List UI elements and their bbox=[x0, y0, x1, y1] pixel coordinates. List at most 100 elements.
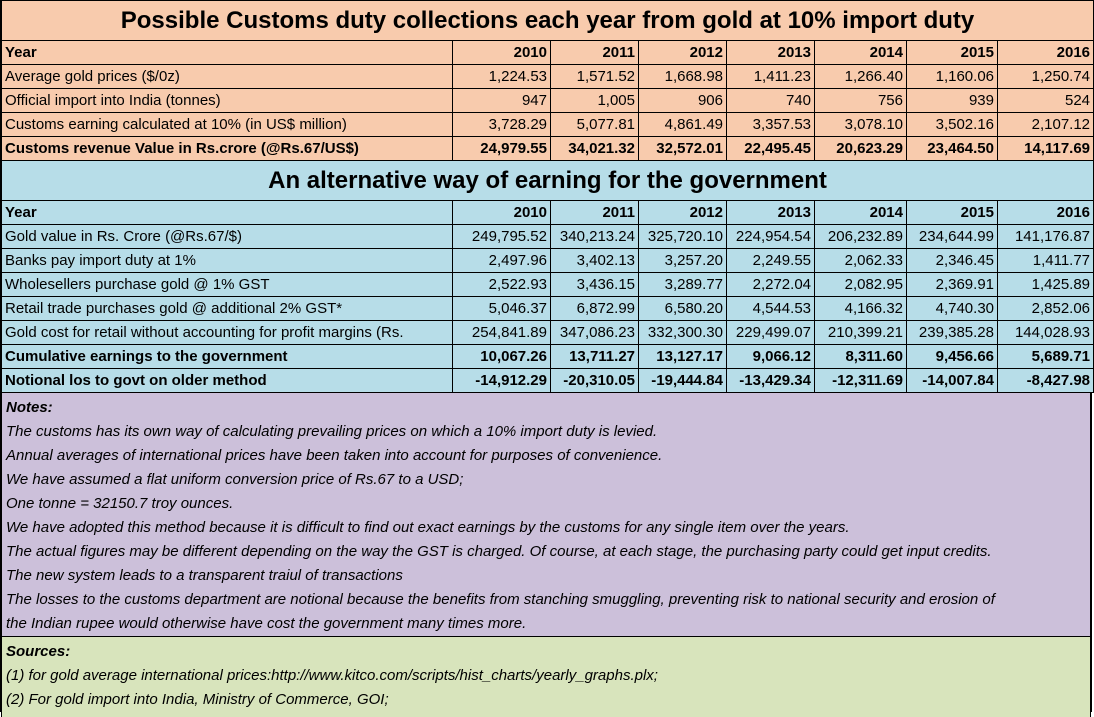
table-cell: -12,311.69 bbox=[814, 368, 907, 393]
year-header: 2014 bbox=[814, 200, 907, 225]
table-cell: 3,357.53 bbox=[726, 112, 815, 137]
table-row-total: Notional los to govt on older method -14… bbox=[1, 368, 1094, 393]
table-cell: 239,385.28 bbox=[906, 320, 998, 345]
table-cell: 4,740.30 bbox=[906, 296, 998, 321]
year-label: Year bbox=[1, 40, 453, 65]
table-cell: 939 bbox=[906, 88, 998, 113]
table-cell: 1,250.74 bbox=[996, 64, 1094, 89]
table-cell: 947 bbox=[452, 88, 551, 113]
year-header: 2016 bbox=[996, 200, 1094, 225]
table-cell: 34,021.32 bbox=[550, 136, 639, 161]
table-cell: -8,427.98 bbox=[996, 368, 1094, 393]
table-cell: 32,572.01 bbox=[638, 136, 727, 161]
table-cell: 1,668.98 bbox=[638, 64, 727, 89]
table-cell: 229,499.07 bbox=[726, 320, 815, 345]
table2-title: An alternative way of earning for the go… bbox=[0, 160, 1094, 201]
table-cell: 2,369.91 bbox=[906, 272, 998, 297]
table-cell: 756 bbox=[814, 88, 907, 113]
table-cell: 1,224.53 bbox=[452, 64, 551, 89]
table-cell: 234,644.99 bbox=[906, 224, 998, 249]
source-line: (1) for gold average international price… bbox=[6, 667, 658, 684]
table-cell: 3,289.77 bbox=[638, 272, 727, 297]
table-cell: 1,266.40 bbox=[814, 64, 907, 89]
table-cell: 9,066.12 bbox=[726, 344, 815, 369]
table-row: Customs earning calculated at 10% (in US… bbox=[1, 112, 1094, 137]
table-cell: 5,046.37 bbox=[452, 296, 551, 321]
year-header: 2010 bbox=[452, 200, 551, 225]
table-cell: 2,249.55 bbox=[726, 248, 815, 273]
year-header: 2013 bbox=[726, 200, 815, 225]
note-line: Annual averages of international prices … bbox=[6, 447, 663, 464]
table-cell: 1,005 bbox=[550, 88, 639, 113]
table-cell: 22,495.45 bbox=[726, 136, 815, 161]
note-line: The new system leads to a transparent tr… bbox=[6, 567, 403, 584]
table-cell: -20,310.05 bbox=[550, 368, 639, 393]
year-label: Year bbox=[1, 200, 453, 225]
row-label: Cumulative earnings to the government bbox=[1, 344, 453, 369]
table-cell: 3,436.15 bbox=[550, 272, 639, 297]
table-cell: 1,425.89 bbox=[996, 272, 1094, 297]
row-label: Retail trade purchases gold @ additional… bbox=[1, 296, 453, 321]
row-label: Banks pay import duty at 1% bbox=[1, 248, 453, 273]
table2-header-row: Year 2010 2011 2012 2013 2014 2015 2016 bbox=[1, 200, 1094, 225]
year-header: 2012 bbox=[638, 200, 727, 225]
table-cell: 2,346.45 bbox=[906, 248, 998, 273]
table-row-total: Cumulative earnings to the government 10… bbox=[1, 344, 1094, 369]
year-header: 2012 bbox=[638, 40, 727, 65]
table-cell: 1,571.52 bbox=[550, 64, 639, 89]
row-label: Notional los to govt on older method bbox=[1, 368, 453, 393]
table-cell: 5,077.81 bbox=[550, 112, 639, 137]
table-cell: 2,082.95 bbox=[814, 272, 907, 297]
table-cell: 2,522.93 bbox=[452, 272, 551, 297]
year-header: 2010 bbox=[452, 40, 551, 65]
table-cell: 1,411.77 bbox=[996, 248, 1094, 273]
notes-section: Notes: The customs has its own way of ca… bbox=[1, 393, 1091, 637]
year-header: 2014 bbox=[814, 40, 907, 65]
table-cell: 524 bbox=[996, 88, 1094, 113]
table-cell: 740 bbox=[726, 88, 815, 113]
table-row: Gold value in Rs. Crore (@Rs.67/$) 249,7… bbox=[1, 224, 1094, 249]
year-header: 2015 bbox=[906, 200, 998, 225]
year-header: 2011 bbox=[550, 200, 639, 225]
table-row: Gold cost for retail without accounting … bbox=[1, 320, 1094, 345]
note-line: We have adopted this method because it i… bbox=[6, 519, 850, 536]
table-cell: 24,979.55 bbox=[452, 136, 551, 161]
row-label: Official import into India (tonnes) bbox=[1, 88, 453, 113]
note-line: The actual figures may be different depe… bbox=[6, 543, 992, 560]
table-cell: 144,028.93 bbox=[996, 320, 1094, 345]
table-cell: 340,213.24 bbox=[550, 224, 639, 249]
table-cell: 8,311.60 bbox=[814, 344, 907, 369]
table-cell: 1,160.06 bbox=[906, 64, 998, 89]
row-label: Customs revenue Value in Rs.crore (@Rs.6… bbox=[1, 136, 453, 161]
table-row-total: Customs revenue Value in Rs.crore (@Rs.6… bbox=[1, 136, 1094, 161]
table-cell: 2,107.12 bbox=[996, 112, 1094, 137]
table-cell: 210,399.21 bbox=[814, 320, 907, 345]
row-label: Average gold prices ($/0z) bbox=[1, 64, 453, 89]
sources-heading: Sources: bbox=[6, 643, 71, 660]
table-cell: 206,232.89 bbox=[814, 224, 907, 249]
customs-duty-table: Possible Customs duty collections each y… bbox=[0, 0, 1094, 393]
table-row: Wholesellers purchase gold @ 1% GST 2,52… bbox=[1, 272, 1094, 297]
table-cell: 6,872.99 bbox=[550, 296, 639, 321]
table-cell: 1,411.23 bbox=[726, 64, 815, 89]
table-cell: 4,861.49 bbox=[638, 112, 727, 137]
table-cell: 10,067.26 bbox=[452, 344, 551, 369]
row-label: Wholesellers purchase gold @ 1% GST bbox=[1, 272, 453, 297]
table-cell: 2,497.96 bbox=[452, 248, 551, 273]
note-line: The customs has its own way of calculati… bbox=[6, 423, 658, 440]
table-cell: 23,464.50 bbox=[906, 136, 998, 161]
table-cell: 254,841.89 bbox=[452, 320, 551, 345]
row-label: Gold cost for retail without accounting … bbox=[1, 320, 453, 345]
table-cell: 332,300.30 bbox=[638, 320, 727, 345]
row-label: Customs earning calculated at 10% (in US… bbox=[1, 112, 453, 137]
table-cell: 224,954.54 bbox=[726, 224, 815, 249]
table-cell: 14,117.69 bbox=[996, 136, 1094, 161]
table1-title: Possible Customs duty collections each y… bbox=[0, 0, 1094, 41]
table-cell: 2,272.04 bbox=[726, 272, 815, 297]
table-row: Official import into India (tonnes) 947 … bbox=[1, 88, 1094, 113]
year-header: 2011 bbox=[550, 40, 639, 65]
notes-heading: Notes: bbox=[6, 399, 53, 416]
table-cell: 347,086.23 bbox=[550, 320, 639, 345]
year-header: 2016 bbox=[996, 40, 1094, 65]
